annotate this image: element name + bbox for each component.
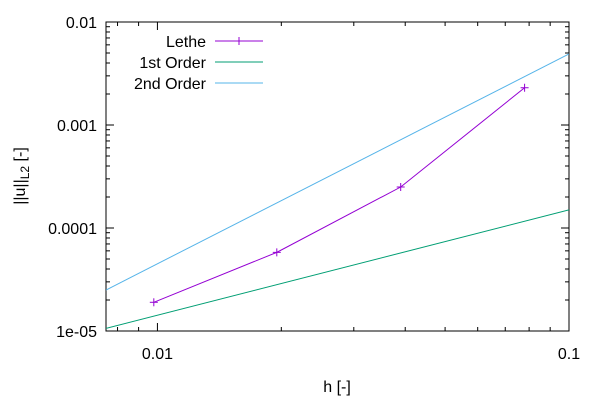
legend: Lethe 1st Order 2nd Order bbox=[134, 34, 263, 93]
x-axis-label: h [-] bbox=[323, 379, 351, 396]
legend-item: Lethe bbox=[166, 34, 263, 51]
x-tick-label: 0.1 bbox=[558, 346, 580, 363]
legend-label: Lethe bbox=[166, 34, 206, 51]
series-0 bbox=[149, 83, 529, 307]
legend-label: 1st Order bbox=[139, 55, 206, 72]
legend-item: 2nd Order bbox=[134, 76, 263, 93]
ticks: 1e-05 0.0001 0.001 0.01 0.01 0.1 bbox=[48, 15, 580, 363]
plot-frame bbox=[105, 21, 570, 332]
series-line bbox=[106, 209, 569, 329]
data-point bbox=[149, 298, 158, 307]
data-point bbox=[396, 183, 405, 192]
y-axis-label: ||u||L2 [-] bbox=[12, 147, 32, 205]
legend-label: 2nd Order bbox=[134, 76, 207, 93]
y-tick-label: 0.001 bbox=[57, 118, 97, 135]
legend-item: 1st Order bbox=[139, 55, 263, 72]
series-line bbox=[106, 53, 569, 291]
series-line bbox=[153, 87, 525, 303]
series-layer bbox=[106, 53, 569, 329]
y-tick-label: 0.0001 bbox=[48, 221, 97, 238]
y-axis-label-main: ||u|| bbox=[12, 179, 29, 205]
y-axis-label-subscript: L2 bbox=[18, 166, 32, 180]
y-tick-label: 0.01 bbox=[66, 15, 97, 32]
y-axis-label-suffix: [-] bbox=[12, 147, 29, 166]
data-point bbox=[520, 83, 529, 92]
series-2 bbox=[106, 53, 569, 291]
y-tick-label: 1e-05 bbox=[56, 324, 97, 341]
x-tick-label: 0.01 bbox=[142, 346, 173, 363]
data-point bbox=[272, 248, 281, 257]
series-1 bbox=[106, 209, 569, 329]
